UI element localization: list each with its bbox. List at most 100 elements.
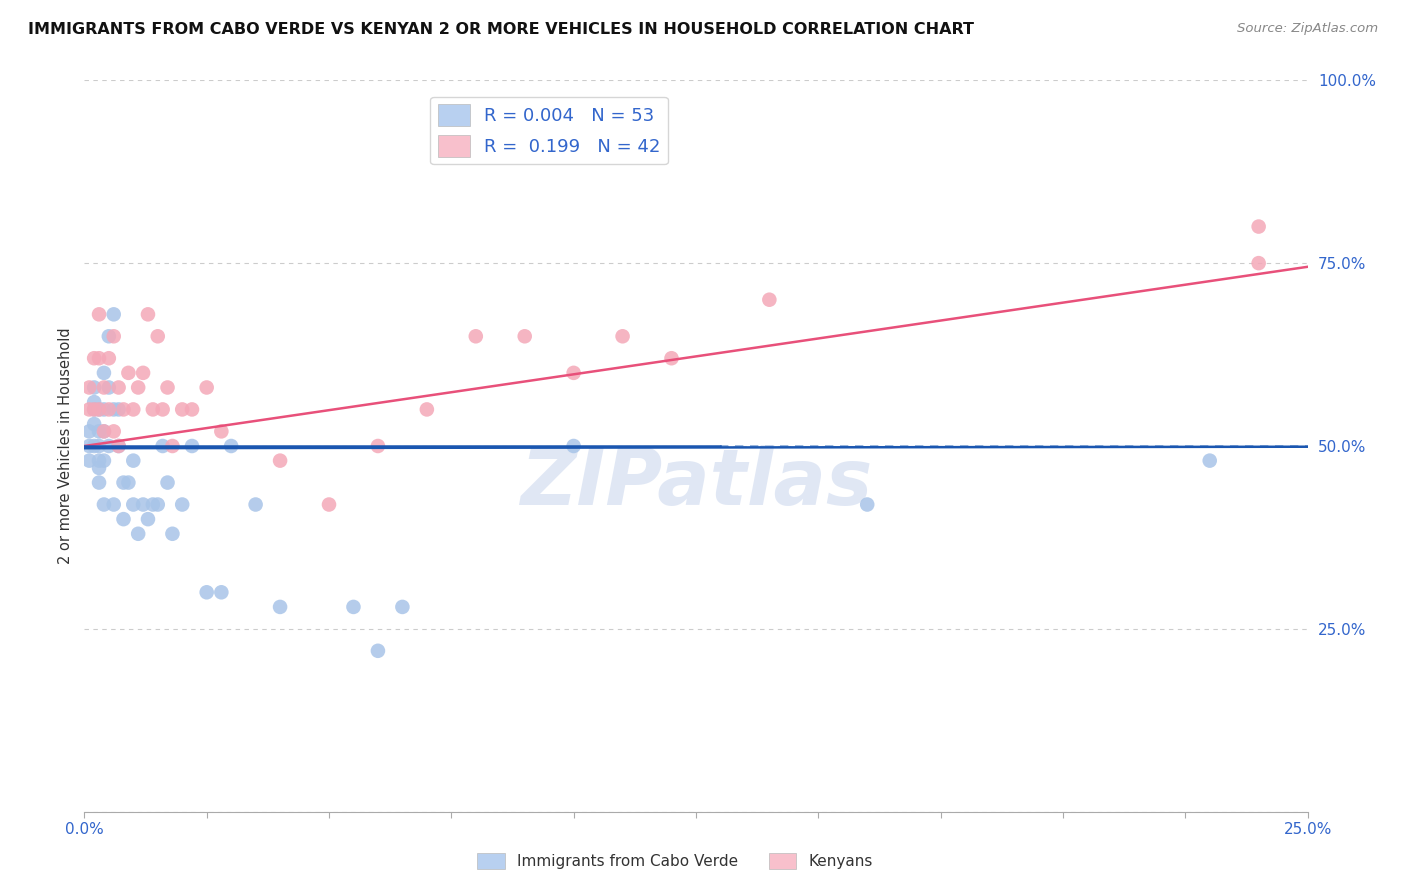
Point (136, 307, 159, 321)
Point (152, 439, 174, 453)
Point (107, 439, 129, 453)
Point (245, 498, 267, 512)
Point (87, 351, 110, 366)
Point (856, 498, 879, 512)
Point (1198, 453, 1220, 467)
Point (172, 498, 194, 512)
Point (87, 475, 110, 490)
Point (93, 425, 115, 439)
Point (117, 366, 139, 380)
Point (112, 512, 135, 526)
Point (318, 498, 340, 512)
Point (103, 425, 125, 439)
Point (97, 329, 120, 343)
Point (127, 526, 149, 541)
Point (93, 425, 115, 439)
Point (77, 402, 100, 417)
Point (112, 402, 135, 417)
Point (758, 293, 780, 307)
Point (103, 329, 125, 343)
Point (122, 402, 145, 417)
Point (367, 439, 389, 453)
Point (83, 439, 105, 453)
Point (107, 439, 129, 453)
Point (142, 402, 165, 417)
Point (103, 498, 125, 512)
Point (209, 425, 232, 439)
Point (181, 402, 204, 417)
Point (146, 329, 169, 343)
Point (1247, 256, 1270, 270)
Point (87, 425, 110, 439)
Point (77, 380, 100, 394)
Point (513, 329, 536, 343)
Point (107, 380, 129, 394)
Point (162, 439, 184, 453)
Point (661, 351, 683, 366)
Point (93, 453, 115, 467)
Point (87, 402, 110, 417)
Point (87, 439, 110, 453)
Point (87, 402, 110, 417)
Point (562, 366, 585, 380)
Point (162, 526, 184, 541)
Point (83, 395, 105, 409)
Point (93, 366, 115, 380)
Point (97, 439, 120, 453)
Point (152, 402, 174, 417)
Point (77, 453, 100, 467)
Point (195, 380, 218, 394)
Legend: Immigrants from Cabo Verde, Kenyans: Immigrants from Cabo Verde, Kenyans (471, 847, 879, 875)
Point (107, 402, 129, 417)
Point (83, 351, 105, 366)
Text: IMMIGRANTS FROM CABO VERDE VS KENYAN 2 OR MORE VEHICLES IN HOUSEHOLD CORRELATION: IMMIGRANTS FROM CABO VERDE VS KENYAN 2 O… (28, 22, 974, 37)
Point (156, 380, 179, 394)
Point (77, 439, 100, 453)
Point (97, 351, 120, 366)
Point (83, 402, 105, 417)
Point (195, 585, 218, 599)
Point (83, 417, 105, 431)
Point (93, 498, 115, 512)
Point (97, 402, 120, 417)
Point (219, 439, 242, 453)
Point (464, 329, 486, 343)
Point (269, 599, 291, 614)
Point (87, 307, 110, 321)
Point (342, 599, 364, 614)
Point (127, 380, 149, 394)
Y-axis label: 2 or more Vehicles in Household: 2 or more Vehicles in Household (58, 327, 73, 565)
Point (103, 307, 125, 321)
Point (172, 402, 194, 417)
Point (132, 498, 155, 512)
Point (146, 498, 169, 512)
Legend: R = 0.004   N = 53, R =  0.199   N = 42: R = 0.004 N = 53, R = 0.199 N = 42 (430, 96, 668, 164)
Point (156, 475, 179, 490)
Point (112, 475, 135, 490)
Point (181, 439, 204, 453)
Point (117, 475, 139, 490)
Text: Source: ZipAtlas.com: Source: ZipAtlas.com (1237, 22, 1378, 36)
Point (77, 425, 100, 439)
Point (367, 644, 389, 658)
Point (142, 498, 165, 512)
Point (97, 380, 120, 394)
Point (83, 380, 105, 394)
Point (87, 453, 110, 467)
Point (612, 329, 634, 343)
Point (93, 402, 115, 417)
Point (122, 453, 145, 467)
Point (136, 512, 159, 526)
Point (269, 453, 291, 467)
Point (87, 461, 110, 475)
Point (391, 599, 413, 614)
Point (209, 585, 232, 599)
Point (1247, 219, 1270, 234)
Point (132, 366, 155, 380)
Point (103, 402, 125, 417)
Point (416, 402, 439, 417)
Point (83, 402, 105, 417)
Point (562, 439, 585, 453)
Point (93, 380, 115, 394)
Text: ZIPatlas: ZIPatlas (520, 444, 872, 521)
